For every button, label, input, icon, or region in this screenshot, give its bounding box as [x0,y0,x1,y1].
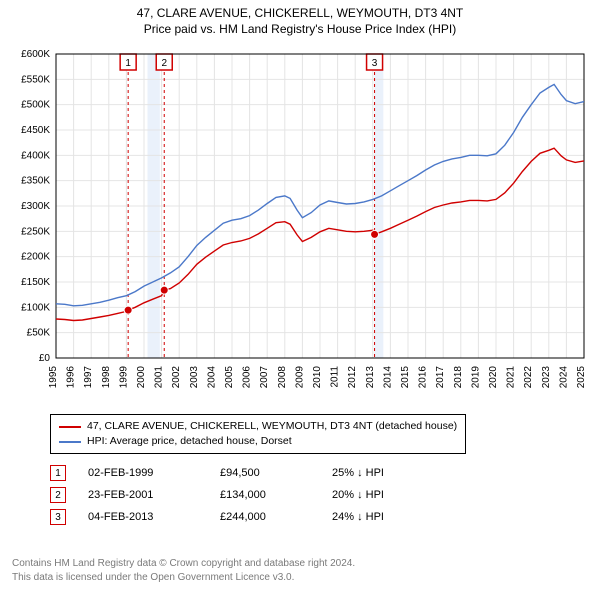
footer-line: This data is licensed under the Open Gov… [12,571,355,585]
svg-text:2007: 2007 [259,366,270,389]
svg-text:2009: 2009 [294,366,305,389]
event-price: £244,000 [220,511,310,523]
svg-text:3: 3 [372,58,378,69]
event-row: 3 04-FEB-2013 £244,000 24% ↓ HPI [50,506,384,528]
svg-text:1: 1 [125,58,131,69]
svg-text:2014: 2014 [382,366,393,389]
svg-text:2019: 2019 [470,366,481,389]
event-row: 2 23-FEB-2001 £134,000 20% ↓ HPI [50,484,384,506]
event-delta: 25% ↓ HPI [332,467,384,479]
svg-text:£0: £0 [39,353,51,364]
svg-text:2021: 2021 [506,366,517,389]
svg-text:£450K: £450K [21,125,50,136]
svg-text:2006: 2006 [242,366,253,389]
svg-text:2008: 2008 [277,366,288,389]
svg-text:2010: 2010 [312,366,323,389]
svg-text:1998: 1998 [101,366,112,389]
svg-text:2016: 2016 [418,366,429,389]
legend-item: HPI: Average price, detached house, Dors… [59,434,457,449]
svg-text:£150K: £150K [21,277,50,288]
svg-text:£100K: £100K [21,302,50,313]
svg-text:2005: 2005 [224,366,235,389]
svg-text:£500K: £500K [21,100,50,111]
event-table: 1 02-FEB-1999 £94,500 25% ↓ HPI 2 23-FEB… [50,462,384,528]
svg-text:2002: 2002 [171,366,182,389]
event-date: 23-FEB-2001 [88,489,198,501]
svg-text:1995: 1995 [48,366,59,389]
legend-item: 47, CLARE AVENUE, CHICKERELL, WEYMOUTH, … [59,419,457,434]
event-badge: 1 [50,465,66,481]
svg-text:2022: 2022 [523,366,534,389]
svg-text:2: 2 [161,58,167,69]
svg-text:2003: 2003 [189,366,200,389]
event-delta: 20% ↓ HPI [332,489,384,501]
legend-swatch [59,441,81,443]
svg-text:2020: 2020 [488,366,499,389]
event-date: 02-FEB-1999 [88,467,198,479]
svg-text:2001: 2001 [154,366,165,389]
svg-text:£50K: £50K [27,328,51,339]
svg-text:£600K: £600K [21,49,50,60]
event-row: 1 02-FEB-1999 £94,500 25% ↓ HPI [50,462,384,484]
svg-text:2024: 2024 [558,366,569,389]
svg-text:2023: 2023 [541,366,552,389]
svg-text:£400K: £400K [21,150,50,161]
svg-text:1997: 1997 [83,366,94,389]
svg-text:£250K: £250K [21,226,50,237]
event-price: £94,500 [220,467,310,479]
event-price: £134,000 [220,489,310,501]
svg-text:2004: 2004 [206,366,217,389]
svg-text:1996: 1996 [66,366,77,389]
svg-text:£200K: £200K [21,252,50,263]
svg-text:2018: 2018 [453,366,464,389]
footer: Contains HM Land Registry data © Crown c… [12,557,355,584]
chart-subtitle: Price paid vs. HM Land Registry's House … [0,22,600,36]
svg-text:2012: 2012 [347,366,358,389]
svg-text:2017: 2017 [435,366,446,389]
footer-line: Contains HM Land Registry data © Crown c… [12,557,355,571]
legend-swatch [59,426,81,428]
svg-text:£300K: £300K [21,201,50,212]
event-delta: 24% ↓ HPI [332,511,384,523]
svg-text:2015: 2015 [400,366,411,389]
event-badge: 3 [50,509,66,525]
svg-text:1999: 1999 [118,366,129,389]
legend: 47, CLARE AVENUE, CHICKERELL, WEYMOUTH, … [50,414,466,454]
svg-text:2025: 2025 [576,366,587,389]
legend-label: HPI: Average price, detached house, Dors… [87,434,292,449]
svg-text:2000: 2000 [136,366,147,389]
svg-text:2013: 2013 [365,366,376,389]
event-badge: 2 [50,487,66,503]
svg-text:£550K: £550K [21,74,50,85]
legend-label: 47, CLARE AVENUE, CHICKERELL, WEYMOUTH, … [87,419,457,434]
svg-text:£350K: £350K [21,176,50,187]
svg-text:2011: 2011 [330,366,341,388]
price-chart: £0 £50K £100K £150K £200K £250K £300K £350K £400… [8,44,592,404]
chart-title: 47, CLARE AVENUE, CHICKERELL, WEYMOUTH, … [0,6,600,20]
event-date: 04-FEB-2013 [88,511,198,523]
